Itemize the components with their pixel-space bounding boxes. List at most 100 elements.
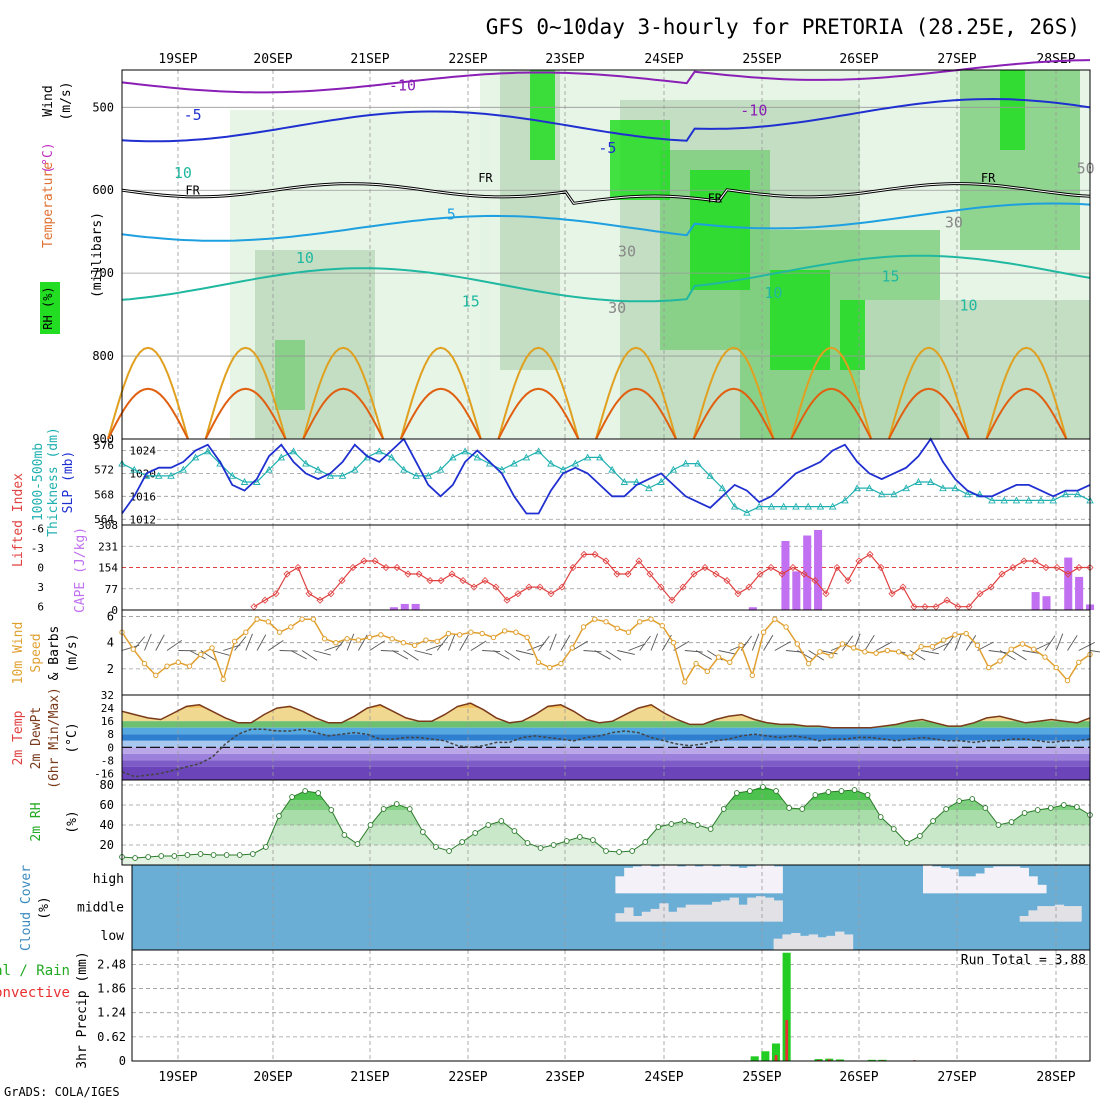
- cloud-cell: [756, 896, 766, 922]
- rh-marker: [1060, 802, 1067, 808]
- cape-tick-label: 154: [98, 562, 118, 575]
- thickness-tick-label: 576: [94, 439, 114, 452]
- rh-marker: [524, 840, 531, 846]
- warm-contour-inner: [107, 387, 189, 440]
- wind-speed-marker: [884, 647, 891, 654]
- thickness-marker: [779, 502, 788, 510]
- rh-marker: [747, 788, 753, 794]
- thickness-marker: [534, 447, 543, 455]
- rh-marker: [485, 822, 492, 828]
- temperature-mask: [122, 695, 1090, 728]
- thickness-marker: [963, 490, 972, 498]
- date-label-top: 26SEP: [839, 52, 878, 67]
- wind-speed-marker: [805, 660, 812, 667]
- warm-contour-inner: [790, 387, 873, 440]
- wind-speed-marker: [985, 664, 992, 671]
- lifted-index-marker: [338, 577, 346, 585]
- cape-bar: [803, 535, 812, 610]
- lifted-index-marker: [767, 563, 775, 572]
- wind-speed-marker: [524, 634, 530, 641]
- wind-speed-marker: [1008, 646, 1014, 652]
- date-label-top: 19SEP: [158, 52, 197, 67]
- cloud-cell: [975, 873, 986, 894]
- wind-speed-marker: [614, 625, 620, 632]
- wind-barb: [1078, 641, 1095, 651]
- wind-speed-marker: [727, 659, 733, 666]
- rh-marker: [603, 848, 609, 854]
- wind-barb: [211, 650, 230, 656]
- lifted-index-marker: [316, 596, 324, 604]
- cloud-cell: [1037, 906, 1047, 922]
- date-label-top: 23SEP: [545, 52, 584, 67]
- warm-contour: [497, 346, 580, 440]
- wind-barb: [571, 640, 588, 651]
- wind-speed-marker: [299, 616, 305, 622]
- cloud-cell: [668, 911, 678, 922]
- rh-marker: [145, 854, 152, 860]
- wind-barb: [268, 640, 284, 651]
- wind-speed-marker: [479, 630, 485, 637]
- thickness-marker: [1049, 496, 1057, 504]
- cape-bar: [1075, 576, 1084, 610]
- thickness-marker: [730, 502, 739, 510]
- cloud-cell: [676, 866, 687, 894]
- thickness-marker: [559, 465, 567, 473]
- precip-panel: 0 0.62 1.24 1.86 2.48 Run Total = 3.88 Total /…: [0, 949, 1091, 1069]
- rh-marker: [289, 794, 295, 800]
- thickness-marker: [877, 490, 886, 498]
- precip-convective-bar: [817, 1059, 821, 1061]
- thickness-marker: [645, 484, 653, 492]
- lifted-index-marker: [283, 570, 291, 578]
- thickness-marker: [449, 453, 457, 461]
- wind-barb: [842, 635, 854, 651]
- contour-label: 50: [1077, 160, 1095, 178]
- wind-speed-marker: [1076, 659, 1082, 666]
- li-tick-label: 0: [37, 562, 44, 575]
- cloud-cell: [615, 876, 625, 894]
- temp-tick-label: -16: [94, 767, 114, 780]
- rh-marker: [263, 844, 269, 850]
- cloud-cell: [720, 900, 731, 922]
- rh-shading: [1000, 70, 1025, 150]
- wind-barb: [673, 641, 690, 651]
- rh-marker: [864, 792, 871, 798]
- wind-speed-marker: [873, 650, 879, 656]
- wind-speed-marker: [760, 629, 767, 635]
- wind-barb: [459, 634, 469, 651]
- thickness-marker: [988, 496, 996, 504]
- wind-speed-marker: [997, 658, 1003, 664]
- thickness-marker: [253, 478, 261, 485]
- cape-bar: [1042, 596, 1051, 610]
- cloud-cell: [632, 916, 643, 922]
- rh-marker: [537, 845, 544, 851]
- rh-tick-label: 20: [100, 838, 114, 852]
- wind-barb: [448, 633, 456, 651]
- wind-speed-marker: [321, 636, 328, 642]
- contour-label: 10: [960, 296, 978, 314]
- precip-convective-bar: [785, 1020, 789, 1061]
- label-wind-speed: Speed: [29, 633, 44, 672]
- contour-label: 15: [881, 267, 899, 285]
- cloud-level-label: middle: [77, 901, 124, 916]
- rh-shading: [530, 70, 555, 160]
- lifted-index-marker: [415, 570, 423, 578]
- cloud-cell: [966, 876, 977, 894]
- rh-marker: [904, 840, 910, 846]
- wind-barb: [301, 650, 318, 661]
- lifted-index-marker: [657, 583, 665, 591]
- precip-tick-label: 0.62: [97, 1030, 126, 1044]
- thickness-marker: [191, 453, 200, 461]
- rh-fill-band: [122, 845, 1090, 865]
- contour-label: 30: [618, 243, 636, 261]
- wind-speed-marker: [220, 676, 227, 683]
- thickness-marker: [1000, 496, 1008, 504]
- label-lifted-index: Lifted Index: [11, 473, 26, 567]
- wind-speed-marker: [839, 641, 846, 647]
- cloud-cell: [729, 897, 739, 922]
- slp-tick-label: 1024: [130, 444, 157, 457]
- wind-panel: 2 4 6 10m Wind Speed & Barbs (m/s): [11, 609, 1100, 696]
- cloud-cell: [712, 901, 722, 922]
- wind-speed-marker: [288, 624, 294, 630]
- rh-marker: [446, 848, 452, 854]
- thickness-marker: [436, 465, 445, 473]
